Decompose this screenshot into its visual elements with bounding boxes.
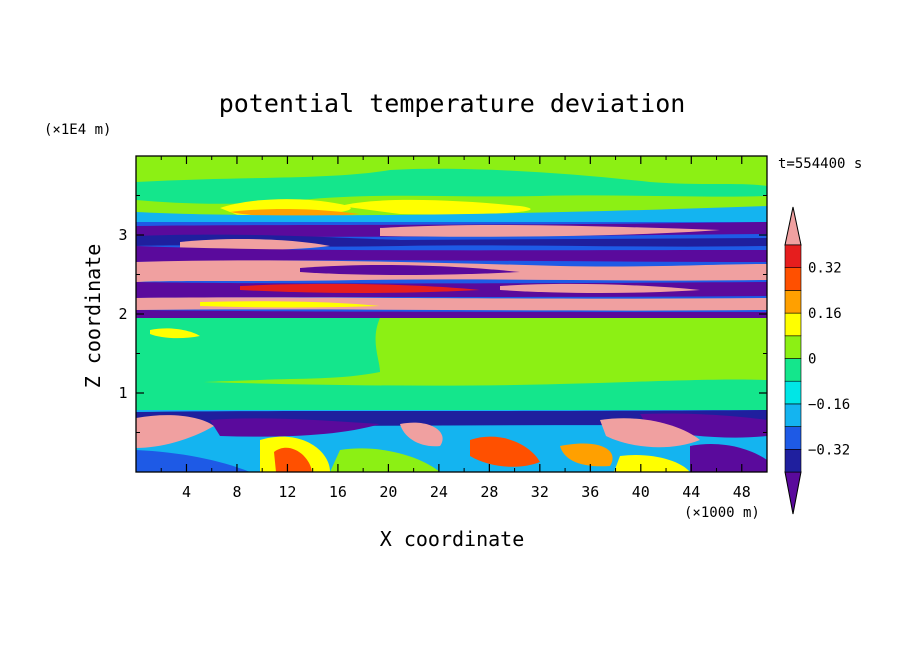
x-axis: 4 8 12 16 20 24 28 32 36 40 44 48	[160, 156, 751, 501]
y-tick-label: 1	[118, 384, 127, 402]
x-tick-label: 8	[232, 483, 241, 501]
x-tick-label: 12	[278, 483, 296, 501]
x-tick-label: 16	[329, 483, 347, 501]
x-unit-label: (×1000 m)	[684, 505, 760, 521]
colorbar: 0.32 0.16 0 −0.16 −0.32	[784, 206, 850, 515]
colorbar-tick-label: −0.16	[808, 397, 850, 413]
colorbar-segment	[784, 380, 802, 405]
chart-title: potential temperature deviation	[219, 89, 686, 118]
colorbar-tick-label: 0	[808, 352, 816, 368]
colorbar-segment	[784, 403, 802, 427]
x-tick-label: 28	[480, 483, 498, 501]
colorbar-tick-label: −0.32	[808, 442, 850, 458]
colorbar-tick-label: 0.32	[808, 261, 842, 277]
colorbar-segment	[784, 426, 802, 450]
x-tick-label: 48	[733, 483, 751, 501]
x-tick-label: 36	[581, 483, 599, 501]
y-axis: 1 2 3	[118, 195, 767, 433]
colorbar-extend-low	[784, 471, 802, 515]
y-tick-label: 2	[118, 305, 127, 323]
colorbar-extend-high	[784, 206, 802, 246]
contour-field	[136, 156, 767, 472]
colorbar-segment	[784, 358, 802, 382]
y-unit-label: (×1E4 m)	[44, 122, 111, 138]
x-tick-label: 44	[682, 483, 700, 501]
colorbar-segment	[784, 335, 802, 359]
colorbar-segment	[784, 312, 802, 337]
x-tick-label: 40	[632, 483, 650, 501]
colorbar-segment	[784, 290, 802, 314]
x-tick-label: 20	[379, 483, 397, 501]
colorbar-segment	[784, 448, 802, 473]
x-tick-label: 24	[430, 483, 448, 501]
colorbar-tick-label: 0.16	[808, 306, 842, 322]
colorbar-segment	[784, 244, 802, 269]
y-tick-label: 3	[118, 226, 127, 244]
x-tick-label: 4	[182, 483, 191, 501]
x-axis-label: X coordinate	[380, 527, 525, 551]
time-label: t=554400 s	[778, 156, 862, 172]
x-tick-label: 32	[531, 483, 549, 501]
y-axis-label: Z coordinate	[81, 244, 105, 389]
colorbar-segment	[784, 267, 802, 291]
